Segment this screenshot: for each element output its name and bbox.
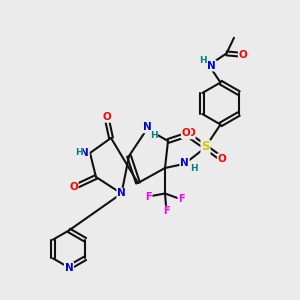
Text: N: N: [80, 148, 89, 158]
Text: H: H: [150, 131, 158, 140]
Text: O: O: [182, 128, 190, 139]
Text: N: N: [207, 61, 216, 71]
Text: O: O: [69, 182, 78, 193]
Text: H: H: [190, 164, 197, 173]
Text: S: S: [201, 140, 210, 154]
Text: N: N: [180, 158, 189, 169]
Text: F: F: [178, 194, 185, 205]
Text: F: F: [163, 206, 170, 217]
Text: O: O: [238, 50, 247, 60]
Text: H: H: [75, 148, 83, 157]
Text: H: H: [200, 56, 207, 65]
Text: O: O: [102, 112, 111, 122]
Text: O: O: [186, 128, 195, 139]
Text: N: N: [142, 122, 152, 133]
Text: N: N: [64, 262, 74, 273]
Text: N: N: [117, 188, 126, 199]
Text: F: F: [145, 191, 152, 202]
Text: O: O: [218, 154, 226, 164]
